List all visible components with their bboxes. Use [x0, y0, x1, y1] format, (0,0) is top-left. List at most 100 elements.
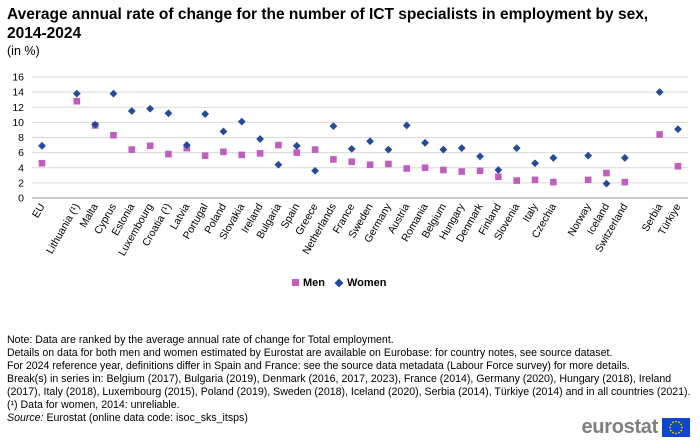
women-point	[256, 135, 265, 143]
flag-star	[678, 421, 680, 424]
y-tick-label: 2	[18, 177, 24, 189]
source-label: Source:	[7, 412, 44, 424]
flag-star	[672, 421, 674, 424]
note-unreliable: (¹) Data for women, 2014: unreliable.	[7, 399, 180, 411]
y-tick-label: 14	[12, 87, 24, 99]
men-point	[513, 177, 521, 184]
women-point	[109, 89, 118, 98]
women-point	[182, 141, 191, 149]
legend-women-label: Women	[347, 277, 387, 289]
men-point	[311, 146, 319, 153]
women-point	[292, 141, 301, 150]
women-point	[38, 141, 46, 150]
women-point	[146, 104, 155, 113]
men-point	[275, 141, 282, 149]
men-point	[220, 148, 227, 156]
men-point	[531, 176, 539, 184]
eu-flag-icon	[662, 418, 690, 437]
men-point	[201, 152, 209, 159]
eurostat-logo: eurostat	[581, 416, 690, 439]
men-point	[165, 150, 172, 158]
note-estimates: Details on data for both men and women e…	[7, 347, 613, 359]
men-point	[476, 167, 484, 175]
flag-background	[662, 418, 690, 437]
chart-subtitle: (in %)	[7, 44, 40, 58]
men-point	[238, 151, 246, 159]
chart-title: Average annual rate of change for the nu…	[7, 6, 649, 42]
men-point	[421, 164, 429, 172]
men-point	[584, 176, 592, 184]
y-tick-label: 12	[12, 102, 24, 114]
flag-star	[669, 429, 672, 432]
women-point	[72, 89, 81, 98]
women-point	[384, 145, 393, 154]
note-breaks: Break(s) in series in: Belgium (2017), B…	[7, 373, 691, 398]
legend-men-label: Men	[303, 277, 325, 289]
men-point	[73, 97, 81, 105]
women-point	[674, 125, 682, 134]
source-text: Eurostat (online data code: isoc_sks_its…	[46, 412, 248, 424]
women-point	[531, 159, 539, 168]
women-point	[347, 144, 356, 153]
men-point	[440, 166, 447, 174]
y-tick-label: 4	[18, 162, 24, 174]
flag-star	[678, 431, 680, 434]
flag-star	[680, 429, 683, 432]
men-point	[38, 159, 46, 167]
legend-men-marker	[292, 279, 299, 286]
men-point	[128, 146, 136, 153]
women-point	[584, 151, 593, 160]
men-point	[256, 150, 264, 157]
flag-star	[681, 426, 683, 429]
men-point	[385, 160, 392, 168]
women-point	[602, 179, 611, 188]
legend-women-marker	[334, 278, 344, 288]
x-tick-label: EU	[30, 202, 48, 221]
men-point	[110, 131, 117, 139]
women-point	[402, 121, 411, 130]
notes: Note: Data are ranked by the average ann…	[7, 334, 697, 425]
women-point	[512, 144, 521, 152]
men-point	[348, 158, 356, 165]
women-point	[164, 109, 173, 118]
women-point	[476, 152, 484, 161]
eurostat-wordmark: eurostat	[581, 416, 658, 438]
women-point	[127, 107, 136, 115]
women-point	[91, 120, 100, 129]
y-tick-label: 16	[12, 72, 24, 84]
flag-star	[675, 432, 677, 435]
women-point	[329, 122, 338, 131]
note-definitions: For 2024 reference year, definitions dif…	[7, 360, 630, 372]
women-point	[274, 160, 283, 169]
men-point	[550, 178, 557, 186]
men-point	[674, 162, 682, 170]
y-tick-label: 10	[12, 117, 24, 129]
men-point	[621, 178, 629, 186]
women-point	[201, 110, 210, 118]
source-line: Source: Eurostat (online data code: isoc…	[7, 412, 697, 425]
y-tick-label: 6	[18, 147, 24, 159]
flag-star	[680, 423, 683, 426]
flag-star	[672, 431, 674, 434]
y-tick-label: 8	[18, 132, 24, 144]
men-point	[495, 173, 502, 181]
y-tick-label: 0	[18, 193, 24, 205]
women-point	[549, 154, 558, 162]
men-point	[293, 149, 301, 156]
men-point	[146, 142, 154, 150]
women-point	[457, 144, 466, 152]
note-ranking: Note: Data are ranked by the average ann…	[7, 334, 394, 346]
women-point	[219, 127, 228, 136]
women-point	[439, 145, 448, 154]
men-point	[458, 168, 466, 175]
men-point	[656, 131, 663, 138]
men-point	[330, 156, 337, 163]
women-point	[494, 166, 503, 174]
flag-star	[669, 423, 672, 426]
men-point	[403, 165, 411, 172]
flag-star	[675, 420, 677, 423]
women-point	[237, 117, 246, 126]
flag-star	[669, 426, 671, 429]
women-point	[311, 166, 319, 175]
